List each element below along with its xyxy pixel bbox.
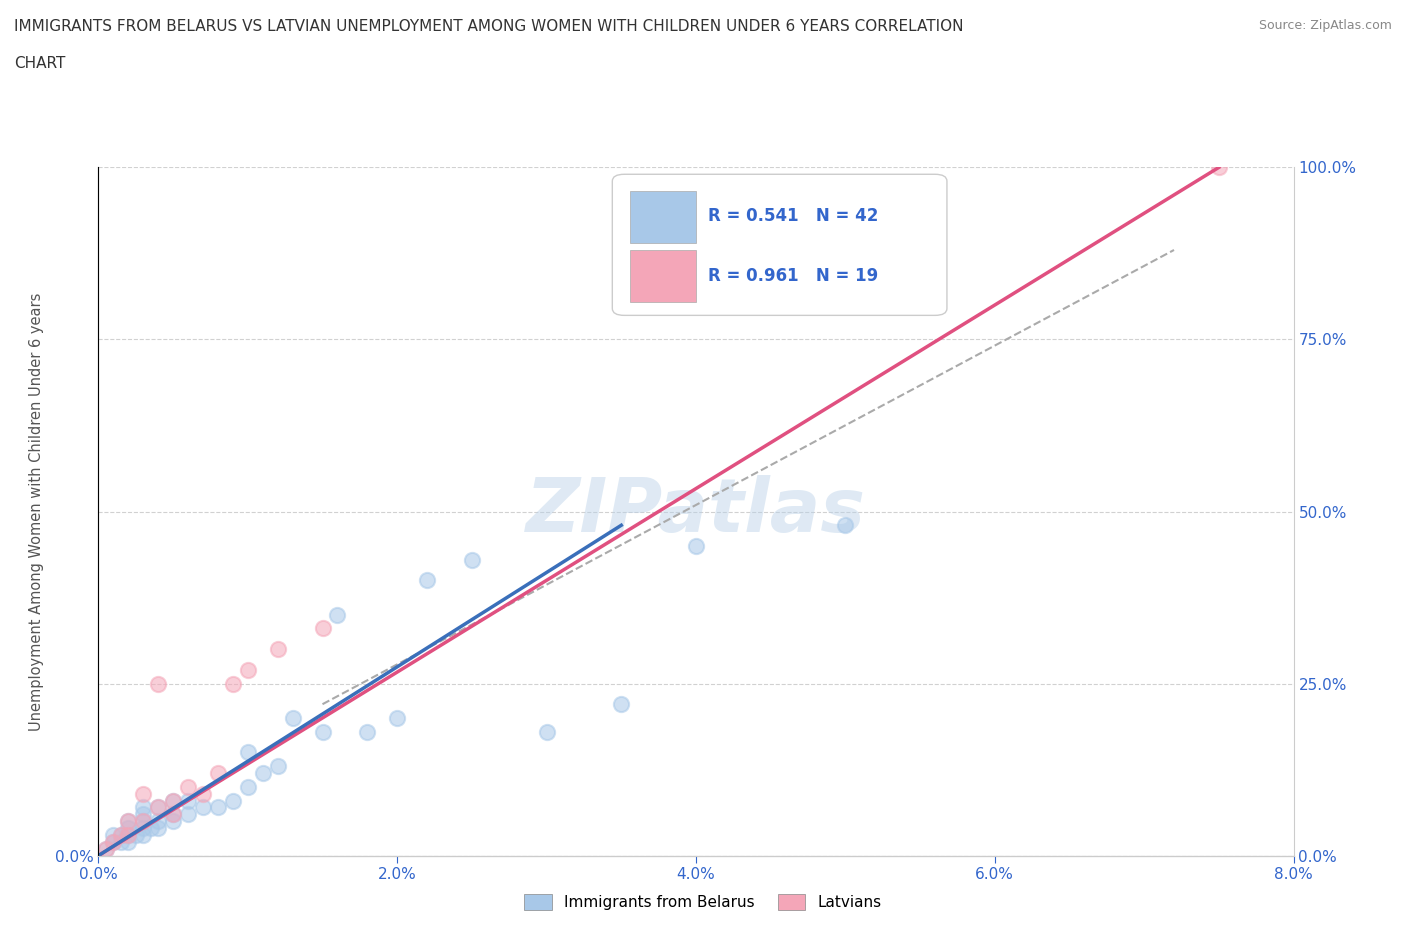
Point [132,814,155,829]
Point [94,842,117,857]
Text: R = 0.541   N = 42: R = 0.541 N = 42 [709,206,879,224]
Point [536,724,558,739]
Point [236,662,259,677]
FancyBboxPatch shape [630,250,696,301]
Text: ZIPatlas: ZIPatlas [526,475,866,548]
Point [685,538,707,553]
Point [162,793,184,808]
Point [117,828,139,843]
Point [103,834,125,849]
Point [281,711,304,725]
Point [311,724,333,739]
Point [834,518,856,533]
Point [132,807,155,822]
Point [110,834,132,849]
Point [610,697,633,711]
FancyBboxPatch shape [613,174,948,315]
Point [236,779,259,794]
Point [267,759,290,774]
Point [94,842,117,857]
Point [139,820,162,835]
Point [117,814,139,829]
Point [117,834,139,849]
Point [191,800,214,815]
Point [162,793,184,808]
Text: IMMIGRANTS FROM BELARUS VS LATVIAN UNEMPLOYMENT AMONG WOMEN WITH CHILDREN UNDER : IMMIGRANTS FROM BELARUS VS LATVIAN UNEMP… [14,19,963,33]
Point [416,573,439,588]
Point [110,828,132,843]
Point [132,828,155,843]
Point [148,800,170,815]
Point [177,807,200,822]
Point [117,828,139,843]
Point [191,786,214,801]
Point [110,828,132,843]
Point [103,834,125,849]
Point [103,828,125,843]
Point [117,814,139,829]
Point [267,642,290,657]
Point [177,793,200,808]
Point [222,676,245,691]
Point [148,820,170,835]
Point [252,765,274,780]
Point [207,765,229,780]
Point [132,786,155,801]
Point [311,621,333,636]
FancyBboxPatch shape [630,192,696,243]
Point [125,828,148,843]
Point [132,800,155,815]
Point [148,814,170,829]
Text: Source: ZipAtlas.com: Source: ZipAtlas.com [1258,19,1392,32]
Point [356,724,378,739]
Point [162,807,184,822]
Point [385,711,409,725]
Text: R = 0.961   N = 19: R = 0.961 N = 19 [709,267,879,286]
Point [148,800,170,815]
Point [207,800,229,815]
Point [162,807,184,822]
Point [1208,160,1230,175]
Text: CHART: CHART [14,56,66,71]
Y-axis label: Unemployment Among Women with Children Under 6 years: Unemployment Among Women with Children U… [28,292,44,731]
Point [222,793,245,808]
Point [132,820,155,835]
Point [236,745,259,760]
Point [132,814,155,829]
Legend: Immigrants from Belarus, Latvians: Immigrants from Belarus, Latvians [517,886,889,918]
Point [148,676,170,691]
Point [326,607,349,622]
Point [117,820,139,835]
Point [162,814,184,829]
Point [461,552,484,567]
Point [177,779,200,794]
